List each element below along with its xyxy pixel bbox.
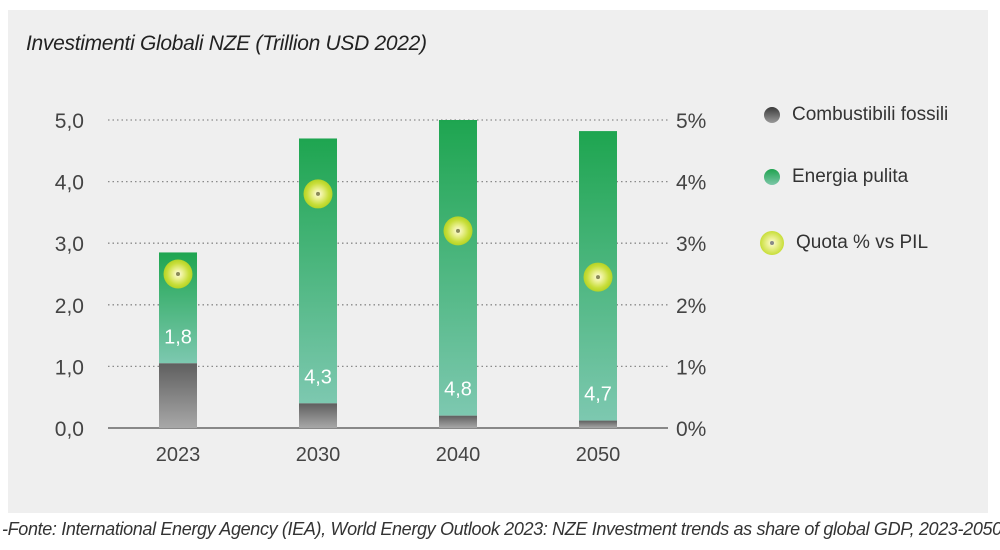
y2-tick-label: 0%	[676, 418, 706, 441]
gdp-share-point-center	[176, 272, 180, 276]
clean-swatch-icon	[764, 169, 780, 185]
legend-label-fossil: Combustibili fossili	[792, 104, 949, 125]
bar-value-label: 4,3	[304, 366, 332, 388]
x-tick-label: 2040	[436, 444, 481, 466]
legend-item-fossil: Combustibili fossili	[764, 98, 948, 132]
bar-clean	[439, 120, 477, 416]
bar-fossil	[299, 403, 337, 428]
y2-tick-label: 1%	[676, 356, 706, 379]
y2-tick-label: 4%	[676, 172, 706, 195]
y-tick-label: 4,0	[55, 172, 84, 195]
legend-label-clean: Energia pulita	[792, 166, 909, 187]
bar-value-label: 4,7	[584, 384, 612, 406]
y2-tick-label: 2%	[676, 295, 706, 318]
bar-value-label: 4,8	[444, 379, 472, 401]
x-tick-label: 2023	[156, 444, 201, 466]
legend-item-clean: Energia pulita	[764, 160, 948, 194]
source-note: -Fonte: International Energy Agency (IEA…	[2, 519, 1000, 539]
y-tick-label: 5,0	[55, 110, 84, 133]
legend: Combustibili fossili Energia pulita Quot…	[760, 98, 948, 288]
fossil-swatch-icon	[764, 107, 780, 123]
x-tick-label: 2050	[576, 444, 621, 466]
gdp-share-point-center	[456, 228, 460, 233]
legend-item-gdp: Quota % vs PIL	[760, 226, 948, 260]
y-tick-label: 2,0	[55, 295, 84, 318]
bar-value-label: 1,8	[164, 326, 192, 348]
legend-label-gdp: Quota % vs PIL	[796, 232, 929, 253]
gdp-share-point-center	[596, 275, 600, 280]
x-tick-label: 2030	[296, 444, 341, 466]
gdp-marker-icon	[760, 231, 784, 255]
y-tick-label: 1,0	[55, 356, 84, 379]
y-tick-label: 3,0	[55, 233, 84, 256]
y2-tick-label: 5%	[676, 110, 706, 133]
gdp-share-point-center	[316, 191, 320, 196]
bar-fossil	[159, 363, 197, 428]
bar-fossil	[579, 420, 617, 428]
bar-fossil	[439, 415, 477, 428]
chart-title: Investimenti Globali NZE (Trillion USD 2…	[26, 32, 427, 55]
y-tick-label: 0,0	[55, 418, 84, 441]
bar-clean	[299, 138, 337, 404]
y2-tick-label: 3%	[676, 233, 706, 256]
